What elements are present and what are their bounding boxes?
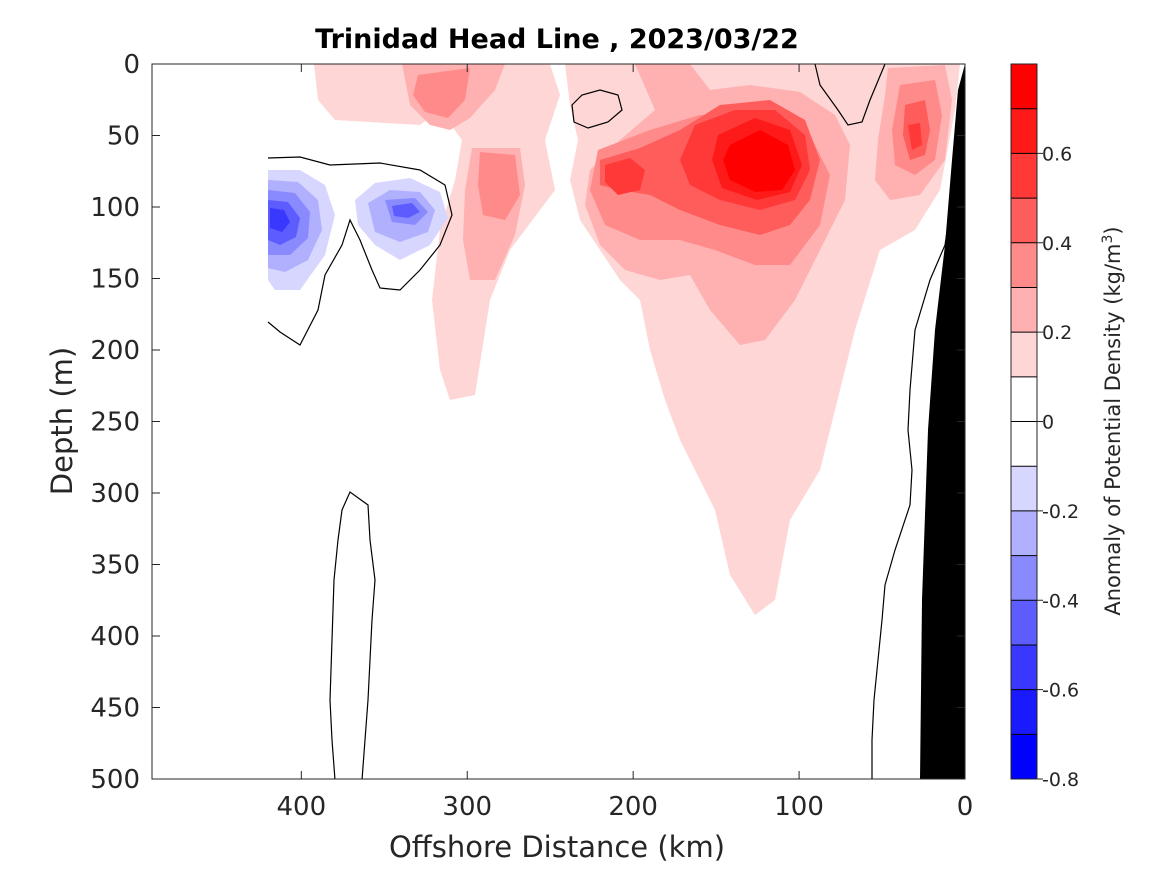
colorbar-tick-label: 0: [1042, 412, 1054, 434]
colorbar-swatch: [1011, 108, 1037, 154]
colorbar-tick-label: 0.4: [1042, 233, 1072, 255]
colorbar-swatch: [1011, 64, 1037, 109]
colorbar-swatch: [1011, 332, 1037, 377]
contour-fill-0.7: [723, 130, 795, 192]
colorbar-tick-label: 0.2: [1042, 322, 1072, 344]
plot-area: [152, 64, 965, 779]
colorbar-swatch: [1011, 421, 1037, 467]
colorbar-swatch: [1011, 153, 1037, 199]
contour-fill-neg0.5: [270, 208, 290, 232]
colorbar-swatch: [1011, 376, 1037, 422]
colorbar-swatch: [1011, 242, 1037, 288]
y-tick-label: 400: [90, 622, 140, 652]
y-axis-label: Depth (m): [45, 347, 79, 495]
colorbar-swatch: [1011, 466, 1037, 511]
colorbar-tick-label: -0.4: [1042, 590, 1079, 612]
colorbar-swatch: [1011, 600, 1037, 645]
colorbar-tick-label: -0.6: [1042, 680, 1079, 702]
y-tick-label: 150: [90, 265, 140, 295]
x-axis: 400 300 200 100 0: [277, 64, 974, 822]
y-tick-label: 100: [90, 193, 140, 223]
x-tick-label: 100: [774, 792, 824, 822]
colorbar-tick-label: 0.6: [1042, 143, 1072, 165]
y-axis: 0 50 100 150 200 250 300 350 400 450 500: [90, 50, 965, 795]
y-tick-label: 350: [90, 551, 140, 581]
y-tick-label: 300: [90, 479, 140, 509]
colorbar-tick-label: -0.2: [1042, 501, 1079, 523]
colorbar-swatch: [1011, 287, 1037, 333]
colorbar-ticks: 0.6 0.4 0.2 0 -0.2 -0.4 -0.6 -0.8: [1037, 143, 1079, 791]
chart-title: Trinidad Head Line , 2023/03/22: [315, 24, 799, 55]
colorbar: [1011, 63, 1037, 779]
x-tick-label: 200: [608, 792, 658, 822]
y-tick-label: 450: [90, 694, 140, 724]
colorbar-label-main: Anomaly of Potential Density (kg/m: [1101, 244, 1125, 616]
x-tick-label: 0: [957, 792, 974, 822]
colorbar-swatch: [1011, 555, 1037, 601]
x-tick-label: 400: [277, 792, 327, 822]
colorbar-tick-label: -0.8: [1042, 769, 1079, 791]
y-tick-label: 0: [123, 50, 140, 80]
colorbar-swatch: [1011, 510, 1037, 556]
colorbar-label-suffix: ): [1101, 226, 1125, 234]
colorbar-label: Anomaly of Potential Density (kg/m3): [1100, 226, 1125, 615]
colorbar-swatch: [1011, 198, 1037, 243]
colorbar-swatch: [1011, 734, 1037, 779]
y-tick-label: 500: [90, 765, 140, 795]
colorbar-label-superscript: 3: [1100, 235, 1116, 244]
colorbar-swatch: [1011, 644, 1037, 690]
x-tick-label: 300: [442, 792, 492, 822]
y-tick-label: 50: [107, 122, 140, 152]
x-axis-label: Offshore Distance (km): [389, 830, 725, 864]
y-tick-label: 200: [90, 336, 140, 366]
y-tick-label: 250: [90, 408, 140, 438]
zero-contour-lines: [267, 64, 959, 779]
bathymetry-seafloor: [920, 64, 965, 779]
colorbar-swatch: [1011, 689, 1037, 735]
